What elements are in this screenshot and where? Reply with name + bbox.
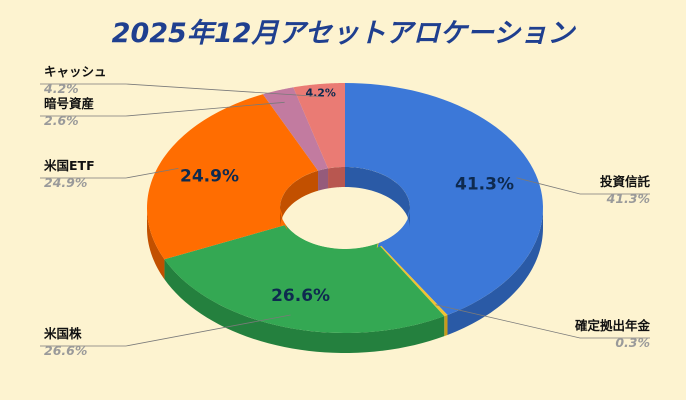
slice-2-legend-value: 0.3% xyxy=(615,335,650,350)
donut-side-walls xyxy=(147,208,543,353)
slice-6-inner-wall-1 xyxy=(328,167,345,189)
slice-1-legend-name: 投資信託 xyxy=(600,174,651,189)
slice-2-segment[interactable] xyxy=(377,243,448,317)
slice-1-leader-line xyxy=(516,177,650,195)
callout-labels: 投資信託 41.3% 確定拠出年金 0.3% 米国株 26.6% 米国ETF 24.9% 暗号資… xyxy=(40,64,650,358)
slice-4-legend-name: 米国ETF xyxy=(43,158,95,173)
slice-6-segment[interactable] xyxy=(293,83,345,169)
slice-value-labels: 41.3% 26.6% 24.9% 4.2% xyxy=(180,86,514,306)
slice-6-value-label: 4.2% xyxy=(305,86,336,99)
slice-1-outer-wall xyxy=(447,208,543,335)
slice-2-hole-rim xyxy=(376,243,379,248)
slice-2-outer-wall xyxy=(444,314,448,337)
slice-5-legend-value: 2.6% xyxy=(44,113,79,128)
slice-3-hole-rim xyxy=(285,224,378,253)
slice-3-leader-line xyxy=(40,314,291,347)
slice-4-legend-value: 24.9% xyxy=(44,175,87,190)
slice-6-legend-name: キャッシュ xyxy=(44,64,107,79)
slice-4-segment[interactable] xyxy=(147,94,319,260)
slice-4-leader-line xyxy=(40,168,179,179)
slice-1-value-label: 41.3% xyxy=(455,174,514,194)
slice-2-leader-line xyxy=(435,304,650,339)
slice-5-legend-name: 暗号資産 xyxy=(44,96,94,111)
slice-3-legend-value: 26.6% xyxy=(44,343,87,358)
slice-3-segment[interactable] xyxy=(164,224,445,333)
slice-1-legend-value: 41.3% xyxy=(606,191,650,206)
slice-5-segment[interactable] xyxy=(262,87,329,171)
slice-1-segment[interactable] xyxy=(345,83,543,315)
slice-3-outer-wall xyxy=(164,259,445,353)
slice-5-leader-line xyxy=(40,101,285,117)
slice-6-leader-line xyxy=(40,83,322,97)
slice-4-outer-wall xyxy=(147,208,165,280)
donut-slices xyxy=(147,83,543,333)
slice-6-legend-value: 4.2% xyxy=(43,81,79,96)
slice-1-hole-rim xyxy=(377,208,410,248)
chart-title: 2025年12月アセットアロケーション xyxy=(112,18,577,49)
slice-4-value-label: 24.9% xyxy=(180,167,239,187)
slice-4-inner-wall-1 xyxy=(280,170,319,228)
slice-3-value-label: 26.6% xyxy=(271,286,330,306)
slice-3-legend-name: 米国株 xyxy=(43,326,82,341)
slice-2-legend-name: 確定拠出年金 xyxy=(575,318,651,333)
slice-5-inner-wall-1 xyxy=(318,168,329,191)
slice-1-inner-wall-0 xyxy=(345,167,410,228)
